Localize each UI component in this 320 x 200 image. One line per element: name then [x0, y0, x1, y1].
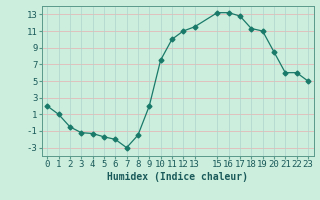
X-axis label: Humidex (Indice chaleur): Humidex (Indice chaleur) [107, 172, 248, 182]
